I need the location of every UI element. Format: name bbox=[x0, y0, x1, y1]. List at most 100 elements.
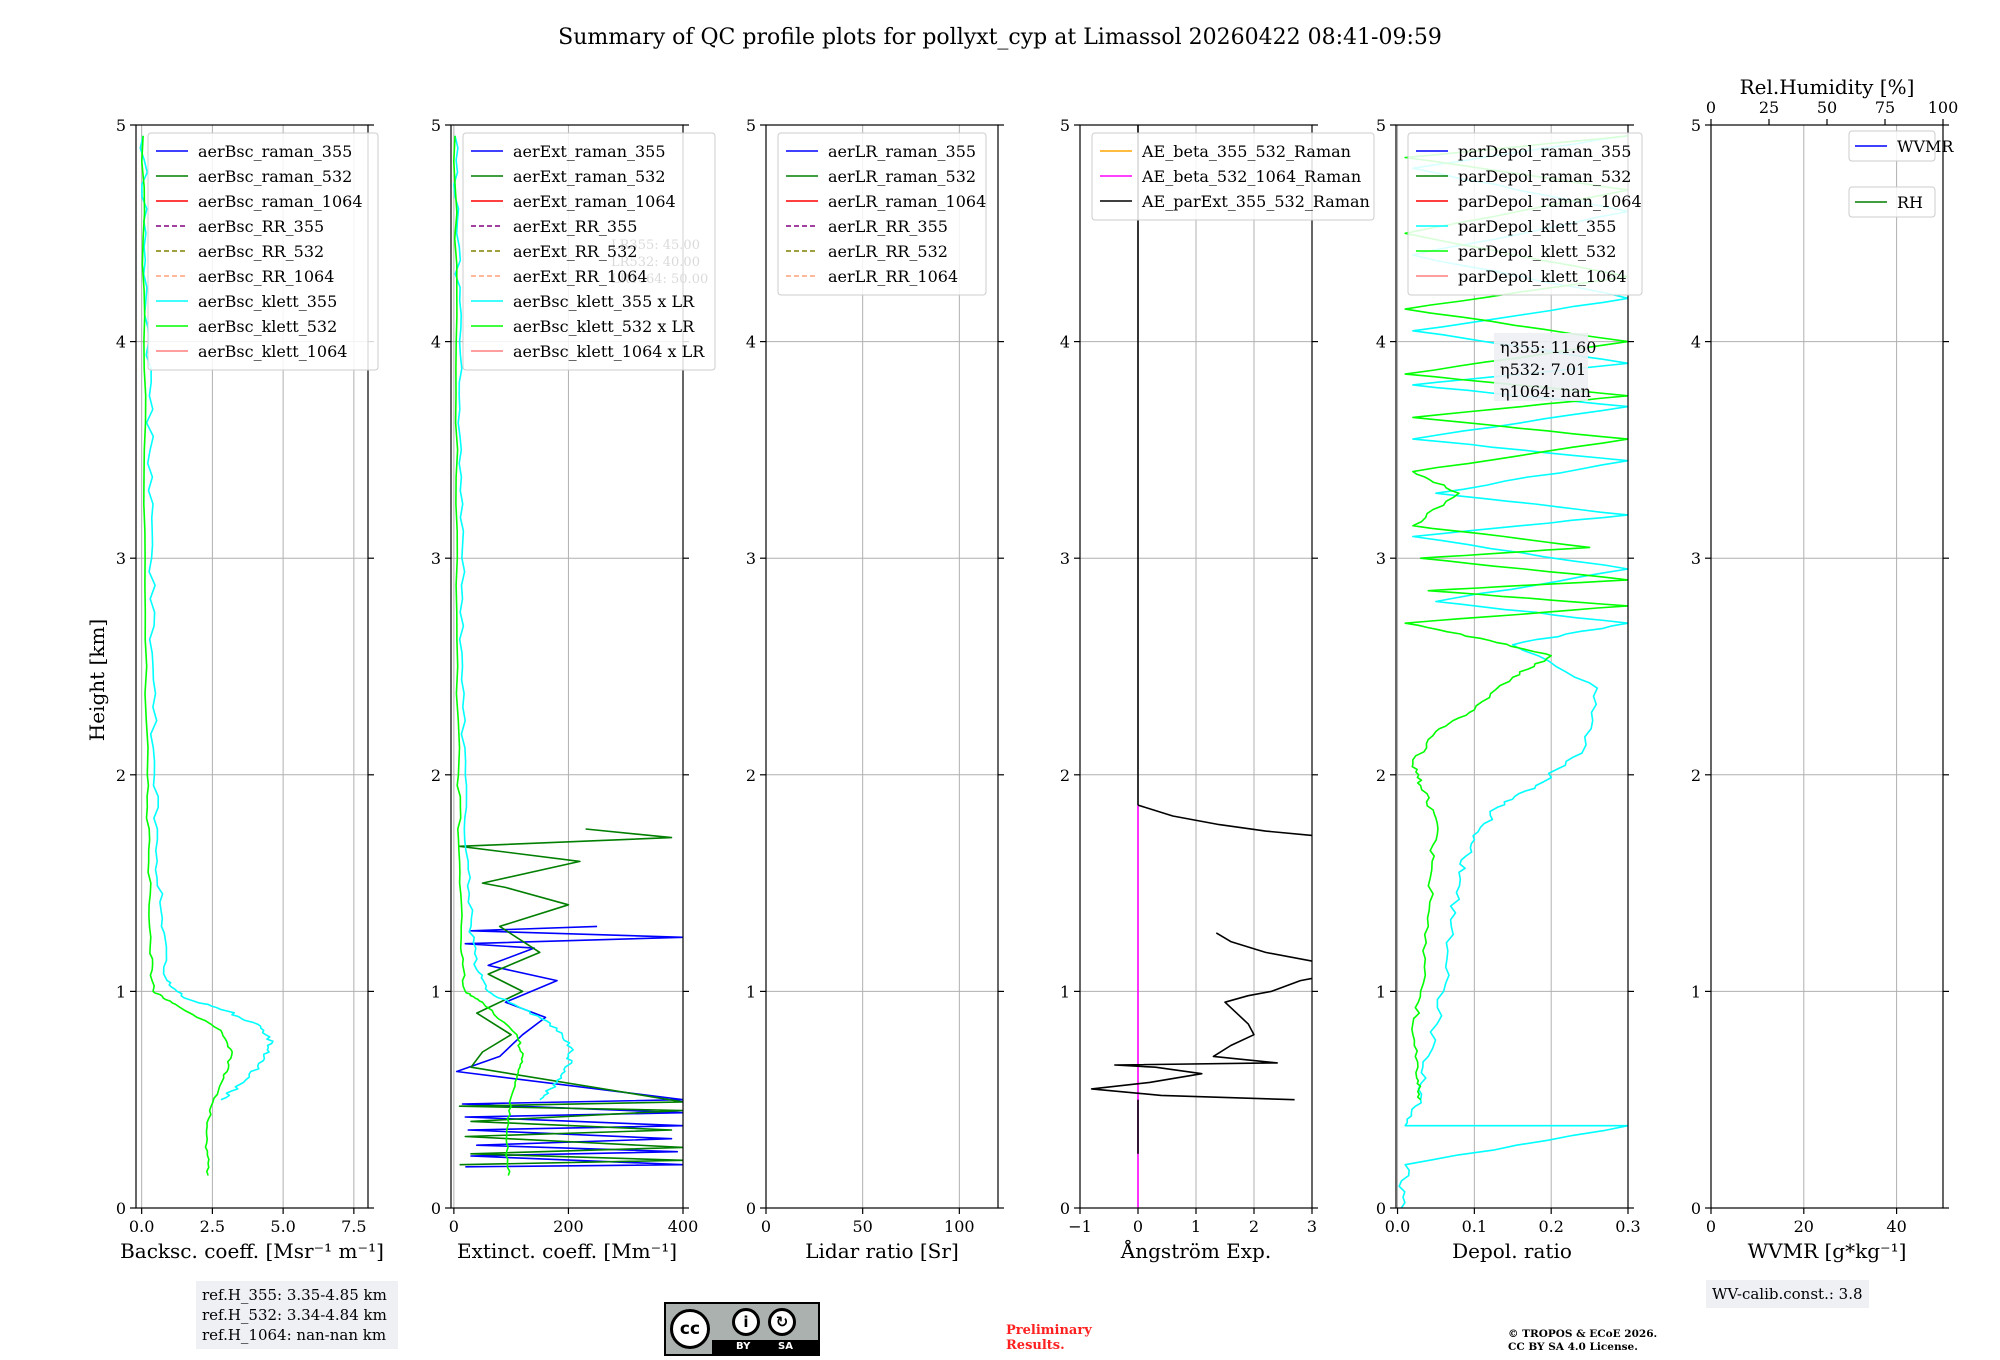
x-tick-label: 7.5 bbox=[341, 1217, 366, 1236]
legend-label: aerBsc_klett_355 x LR bbox=[513, 292, 695, 311]
y-tick-label: 2 bbox=[116, 766, 126, 785]
legend-frame bbox=[1848, 186, 1936, 218]
legend-label: aerLR_raman_355 bbox=[828, 142, 976, 161]
series-line-aerExt_raman_532 bbox=[458, 828, 683, 1166]
x-tick-label: 2 bbox=[1249, 1217, 1259, 1236]
preliminary-line-2: Results. bbox=[1006, 1338, 1065, 1353]
x-tick-label: 0 bbox=[1133, 1217, 1143, 1236]
legend: parDepol_raman_355 parDepol_raman_532 parD… bbox=[1407, 132, 1643, 296]
y-tick-label: 1 bbox=[1376, 982, 1386, 1001]
top-x-tick-label: 100 bbox=[1928, 98, 1959, 117]
ref-height-355: ref.H_355: 3.35-4.85 km bbox=[202, 1286, 387, 1304]
panel-backscatter: 0.0 2.5 5.0 7.5 0 1 2 3 4 5 Backsc. coeff. [Msr⁻¹ … bbox=[116, 116, 384, 1263]
wv-calib-box: WV-calib.const.: 3.8 bbox=[1706, 1280, 1869, 1308]
series-line-parDepol_klett_355 bbox=[1398, 135, 1628, 1208]
y-tick-label: 3 bbox=[746, 549, 756, 568]
x-axis-label: WVMR [g*kg⁻¹] bbox=[1748, 1239, 1907, 1263]
cc-icon: cc bbox=[670, 1309, 710, 1349]
legend-label: WVMR bbox=[1897, 137, 1954, 156]
series-line-parDepol_klett_532 bbox=[1404, 135, 1628, 1101]
eta-value: η355: 11.60 bbox=[1500, 338, 1596, 357]
axes-frame bbox=[765, 124, 999, 1209]
legend-label: aerLR_RR_532 bbox=[828, 242, 948, 261]
top-x-tick-label: 0 bbox=[1706, 98, 1716, 117]
legend-label: aerBsc_raman_355 bbox=[198, 142, 352, 161]
x-tick-label: 1 bbox=[1191, 1217, 1201, 1236]
legend-label: AE_parExt_355_532_Raman bbox=[1141, 192, 1370, 211]
top-x-tick-label: 50 bbox=[1817, 98, 1837, 117]
legend-frame bbox=[1848, 130, 1936, 162]
y-tick-label: 0 bbox=[1691, 1199, 1701, 1218]
x-axis-label: Extinct. coeff. [Mm⁻¹] bbox=[457, 1239, 677, 1263]
y-tick-label: 1 bbox=[1060, 982, 1070, 1001]
series-line-aerBsc_klett_532 x LR bbox=[452, 135, 524, 1176]
series-line-AE_parExt_355_532_Raman bbox=[1090, 977, 1312, 1101]
legend-label: aerBsc_RR_532 bbox=[198, 242, 324, 261]
legend-label: AE_beta_355_532_Raman bbox=[1141, 142, 1351, 161]
y-tick-label: 5 bbox=[1376, 116, 1386, 135]
x-tick-label: 400 bbox=[668, 1217, 699, 1236]
x-tick-label: 0 bbox=[449, 1217, 459, 1236]
legend-label: aerExt_raman_532 bbox=[513, 167, 666, 186]
y-tick-label: 5 bbox=[1060, 116, 1070, 135]
panel-depolarization: 0.0 0.1 0.2 0.3 0 1 2 3 4 5 Depol. ratio parDepol_r… bbox=[1376, 116, 1643, 1263]
series-line-AE_parExt_355_532_Raman bbox=[1137, 804, 1312, 837]
legend-label: aerBsc_klett_1064 bbox=[198, 342, 347, 361]
legend-label: aerBsc_klett_355 bbox=[198, 292, 337, 311]
legend-label: parDepol_klett_355 bbox=[1458, 217, 1616, 236]
ref-height-1064: ref.H_1064: nan-nan km bbox=[202, 1326, 387, 1344]
y-tick-label: 4 bbox=[116, 333, 126, 352]
legend: aerLR_raman_355 aerLR_raman_532 aerLR_rama… bbox=[777, 132, 987, 296]
series-line-AE_parExt_355_532_Raman bbox=[1215, 932, 1312, 962]
legend-label: aerBsc_klett_532 x LR bbox=[513, 317, 695, 336]
legend-label: aerBsc_RR_355 bbox=[198, 217, 324, 236]
legend-label: aerBsc_RR_1064 bbox=[198, 267, 334, 286]
top-x-tick-label: 75 bbox=[1875, 98, 1895, 117]
y-tick-label: 0 bbox=[1376, 1199, 1386, 1218]
y-tick-label: 3 bbox=[116, 549, 126, 568]
y-tick-label: 3 bbox=[1691, 549, 1701, 568]
by-person-icon: i bbox=[732, 1308, 760, 1336]
legend-label: RH bbox=[1897, 193, 1923, 212]
legend-label: aerExt_RR_355 bbox=[513, 217, 637, 236]
badge-footer: BY SA bbox=[712, 1340, 818, 1354]
legend-label: parDepol_raman_532 bbox=[1458, 167, 1631, 186]
legend-label: AE_beta_532_1064_Raman bbox=[1141, 167, 1361, 186]
y-tick-label: 3 bbox=[431, 549, 441, 568]
ref-height-532: ref.H_532: 3.34-4.84 km bbox=[202, 1306, 387, 1324]
legend-frame bbox=[1407, 132, 1643, 296]
y-tick-label: 1 bbox=[1691, 982, 1701, 1001]
x-axis-label: Lidar ratio [Sr] bbox=[805, 1239, 959, 1263]
series-group bbox=[1090, 125, 1312, 1208]
legend-label: parDepol_raman_355 bbox=[1458, 142, 1631, 161]
y-tick-label: 0 bbox=[1060, 1199, 1070, 1218]
legend-label: aerLR_raman_1064 bbox=[828, 192, 986, 211]
badge-by-label: BY bbox=[736, 1341, 751, 1352]
ref-heights-box: ref.H_355: 3.35-4.85 km ref.H_532: 3.34-… bbox=[196, 1281, 398, 1349]
legend-frame bbox=[147, 132, 379, 371]
legend-frame bbox=[462, 132, 716, 371]
x-tick-label: 0 bbox=[1706, 1217, 1716, 1236]
eta-annotation: η355: 11.60 η532: 7.01 η1064: nan bbox=[1494, 333, 1596, 401]
legend-label: aerBsc_raman_1064 bbox=[198, 192, 363, 211]
x-tick-label: 0.3 bbox=[1615, 1217, 1640, 1236]
x-tick-label: 0.0 bbox=[129, 1217, 154, 1236]
y-tick-label: 1 bbox=[116, 982, 126, 1001]
axes-frame bbox=[135, 124, 369, 1209]
y-tick-label: 2 bbox=[1691, 766, 1701, 785]
legend-label: aerLR_raman_532 bbox=[828, 167, 976, 186]
preliminary-line-1: Preliminary bbox=[1006, 1323, 1092, 1338]
grid bbox=[1710, 124, 1943, 1209]
axes-frame bbox=[1710, 124, 1944, 1209]
legend-label: aerExt_raman_1064 bbox=[513, 192, 676, 211]
x-tick-label: 0.2 bbox=[1538, 1217, 1563, 1236]
x-tick-label: 0 bbox=[761, 1217, 771, 1236]
y-tick-label: 1 bbox=[746, 982, 756, 1001]
legend-label: aerExt_RR_1064 bbox=[513, 267, 648, 286]
badge-sa-label: SA bbox=[778, 1341, 793, 1352]
series-group bbox=[452, 135, 683, 1176]
y-tick-label: 0 bbox=[746, 1199, 756, 1218]
series-group bbox=[1398, 135, 1628, 1208]
y-tick-label: 5 bbox=[431, 116, 441, 135]
